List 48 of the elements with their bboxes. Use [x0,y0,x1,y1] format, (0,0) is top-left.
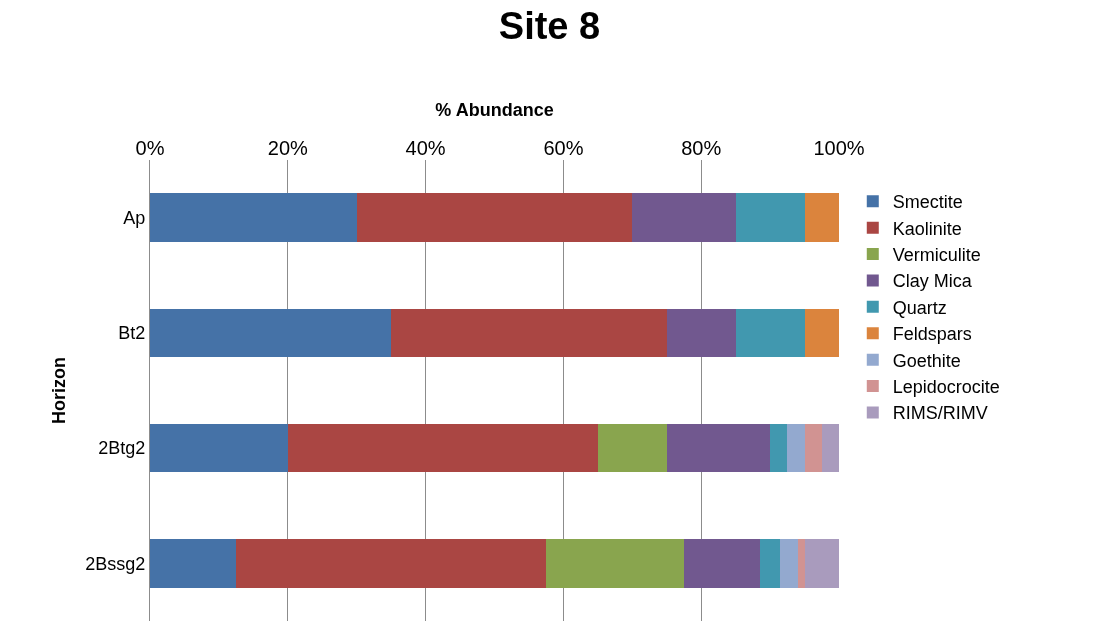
bar [804,308,839,358]
legend-label: Kaolinite [892,218,962,239]
x-tick-label: 80% [681,137,722,159]
y-tick-label: Bt2 [118,323,146,344]
bar [150,539,237,588]
bar [150,308,392,358]
bar [683,539,760,588]
bar [735,308,805,358]
legend-label: Quartz [892,297,947,318]
bar [666,423,771,473]
bar [735,193,805,242]
legend-label: Goethite [892,350,961,371]
x-axis-title: % Abundance [435,100,554,121]
y-tick-label: 2Bssg2 [85,553,146,574]
x-tick-label: 60% [543,137,584,159]
x-tick-label: 100% [813,137,865,159]
bar [804,539,839,588]
bar [759,539,781,588]
bar [821,423,839,473]
bar [797,539,805,588]
x-tick-label: 0% [135,137,165,159]
bar [356,193,633,242]
legend-label: Clay Mica [892,271,973,292]
bar [787,423,805,473]
legend-label: Feldspars [892,324,972,345]
bar [150,423,288,473]
bar [546,539,684,588]
legend-label: Vermiculite [892,245,981,266]
bar [391,308,667,358]
chart-title: Site 8 [498,5,601,48]
y-tick-label: 2Btg2 [98,438,146,459]
x-tick-label: 20% [267,137,309,159]
bar [632,193,736,242]
bar [150,193,357,242]
bar [780,539,798,588]
legend-label: RIMS/RIMV [892,403,988,424]
legend-label: Lepidocrocite [892,377,1000,398]
bar [770,423,788,473]
bar [804,193,839,242]
bar [287,423,598,473]
bar [666,308,736,358]
bar [804,423,822,473]
y-axis-title: Horizon [48,357,69,424]
bar [236,539,547,588]
bar [597,423,667,473]
y-tick-label: Ap [123,207,146,228]
legend-label: Smectite [892,192,963,213]
x-tick-label: 40% [405,137,446,159]
